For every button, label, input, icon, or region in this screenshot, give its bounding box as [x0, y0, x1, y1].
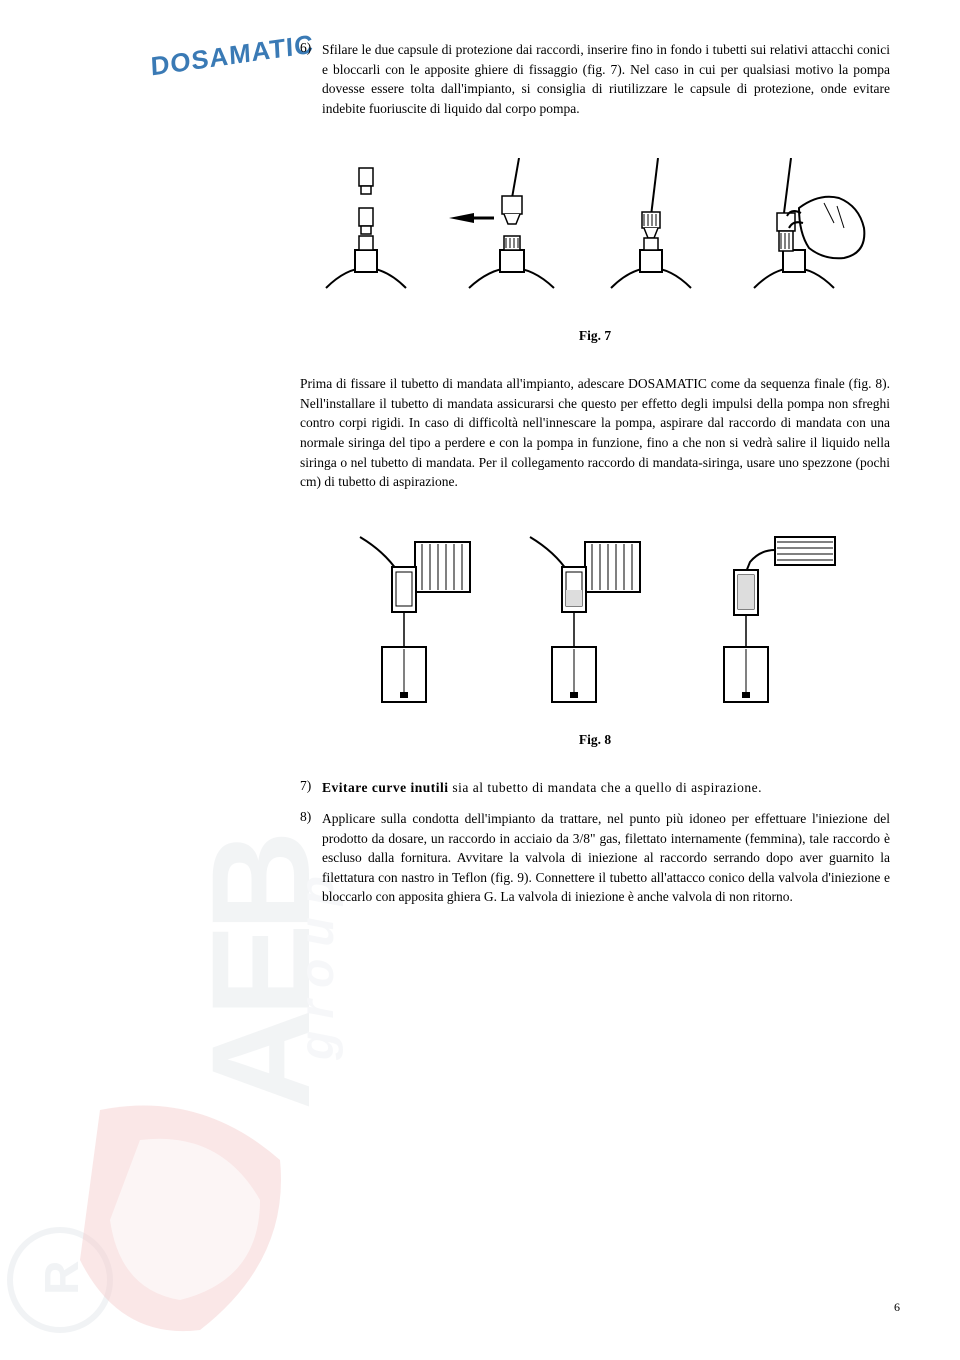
list-body-6: Sfilare le due capsule di protezione dai… — [322, 40, 890, 118]
document-content: 6) Sfilare le due capsule di protezione … — [300, 40, 890, 915]
list-7-rest: sia al tubetto di mandata che a quello d… — [449, 780, 763, 795]
fig7-diagram-4 — [729, 158, 879, 308]
svg-text:R: R — [36, 1260, 89, 1295]
list-body-8: Applicare sulla condotta dell'impianto d… — [322, 809, 890, 907]
page-number: 6 — [894, 1300, 900, 1315]
list-number-6: 6) — [300, 40, 322, 118]
figure-8-row — [300, 532, 890, 712]
list-7-bold: Evitare curve inutili — [322, 780, 449, 795]
figure-7-block: Fig. 7 — [300, 158, 890, 344]
dosamatic-logo: DOSAMATIC — [150, 29, 315, 83]
fig8-diagram-3 — [690, 532, 840, 712]
list-number-7: 7) — [300, 778, 322, 798]
fig8-diagram-2 — [520, 532, 650, 712]
fig7-caption: Fig. 7 — [300, 328, 890, 344]
fig8-caption: Fig. 8 — [300, 732, 890, 748]
fig8-diagram-1 — [350, 532, 480, 712]
fig7-diagram-3 — [596, 158, 706, 308]
fig7-diagram-1 — [311, 158, 421, 308]
list-item-8: 8) Applicare sulla condotta dell'impiant… — [300, 809, 890, 907]
fig7-diagram-2 — [444, 158, 574, 308]
list-number-8: 8) — [300, 809, 322, 907]
list-item-7: 7) Evitare curve inutili sia al tubetto … — [300, 778, 890, 798]
red-watermark-shape: R — [0, 1080, 300, 1360]
middle-paragraph: Prima di fissare il tubetto di mandata a… — [300, 374, 890, 491]
figure-8-block: Fig. 8 — [300, 532, 890, 748]
figure-7-row — [300, 158, 890, 308]
list-item-6: 6) Sfilare le due capsule di protezione … — [300, 40, 890, 118]
list-body-7: Evitare curve inutili sia al tubetto di … — [322, 778, 890, 798]
